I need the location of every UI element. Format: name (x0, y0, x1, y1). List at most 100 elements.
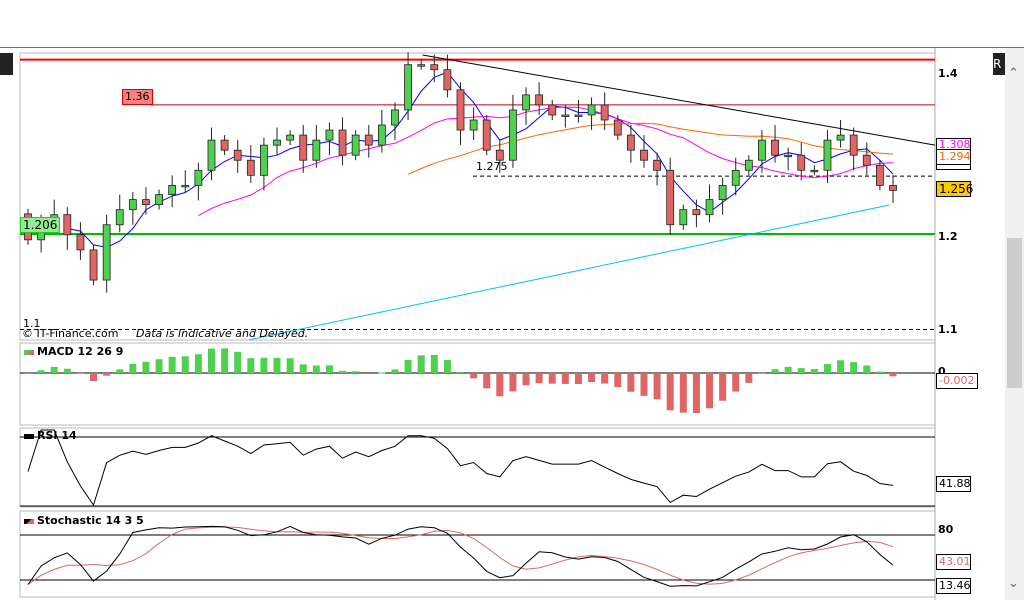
disclaimer: Data is Indicative and Delayed. (136, 327, 309, 340)
macd-bar (129, 363, 137, 373)
stoch-k-line (27, 525, 894, 587)
macd-bar (142, 361, 150, 373)
panel-frame-1 (19, 342, 936, 426)
macd-bar (470, 373, 478, 379)
stoch-k-value: 13.46 (936, 578, 971, 594)
macd-value: -0.002 (936, 373, 978, 389)
macd-bar (286, 358, 294, 373)
macd-bar (679, 373, 687, 413)
candle-body (102, 224, 111, 281)
macd-bar (37, 370, 45, 373)
vertical-scrollbar[interactable]: ⌃ ⌄ (1005, 48, 1024, 600)
candle-body (286, 134, 295, 141)
macd-bar (496, 373, 504, 397)
macd-bar (483, 373, 491, 389)
macd-bar (221, 348, 229, 373)
scroll-up-icon[interactable]: ⌃ (1008, 66, 1019, 81)
macd-bar (457, 371, 464, 373)
macd-bar (640, 373, 648, 396)
axis-tick-1-4: 1.4 (938, 67, 958, 80)
candle-body (482, 119, 491, 151)
candle-body (89, 249, 98, 281)
macd-bar (889, 373, 897, 377)
candle-body (364, 134, 373, 146)
copyright: © IT-Finance.com (22, 327, 119, 340)
macd-bar (24, 373, 32, 374)
candle-body (443, 69, 452, 91)
candle-body (679, 209, 688, 226)
candle-body (613, 119, 622, 136)
macd-bar (837, 360, 845, 373)
macd-bar (155, 359, 163, 373)
trendline-0 (422, 54, 936, 146)
ma-mid-value: 1.308 (936, 138, 971, 150)
candle-body (758, 139, 766, 161)
candle-body (495, 149, 504, 161)
level-label-1-275: 1.275 (476, 160, 508, 173)
candle-body (849, 134, 858, 156)
candle-body (207, 139, 216, 171)
macd-bar (50, 366, 58, 373)
candle-body (417, 64, 426, 67)
candle-body (181, 184, 190, 188)
candle-body (626, 134, 635, 151)
macd-bar (601, 373, 609, 384)
candle-body (535, 94, 544, 106)
macd-bar (312, 365, 320, 373)
moving-average-1 (198, 106, 894, 217)
macd-bar (378, 372, 386, 374)
macd-bar (116, 369, 124, 373)
candle-body (875, 164, 884, 186)
candle-body (246, 159, 255, 176)
scrollbar-thumb[interactable] (1007, 238, 1022, 388)
empty-value-box (936, 164, 971, 170)
macd-bar (76, 372, 84, 374)
candle-body (404, 64, 412, 111)
rsi-title: RSI 14 (24, 429, 77, 442)
macd-bar (234, 351, 242, 373)
macd-bar (325, 365, 333, 373)
candle-body (600, 104, 609, 121)
macd-bar (352, 371, 360, 373)
candle-body (509, 109, 517, 161)
macd-bar (850, 362, 858, 373)
macd-bar (273, 357, 281, 373)
candle-body (142, 199, 150, 206)
candle-body (76, 234, 85, 251)
top-bar (0, 0, 1024, 48)
candle-body (771, 139, 779, 156)
left-strip (0, 53, 13, 75)
trendline-1 (248, 204, 890, 341)
scroll-down-icon[interactable]: ⌄ (1008, 576, 1019, 591)
moving-average-0 (67, 71, 894, 248)
macd-bar (692, 373, 700, 413)
macd-bar (181, 356, 189, 373)
candle-body (128, 199, 137, 211)
candle-body (731, 169, 740, 186)
macd-bar (535, 373, 543, 384)
macd-bar (522, 373, 530, 386)
macd-bar (876, 371, 884, 373)
macd-bar (260, 357, 268, 373)
macd-title-text: MACD 12 26 9 (37, 345, 124, 358)
candle-body (115, 209, 124, 226)
macd-bar (561, 373, 569, 384)
candle-body (705, 199, 714, 216)
candle-body (797, 154, 806, 171)
candle-body (561, 114, 570, 117)
candle-body (889, 184, 897, 191)
candle-body (522, 94, 530, 111)
candle-body (273, 139, 281, 146)
macd-bar (732, 373, 740, 392)
macd-bar (548, 373, 556, 384)
macd-bar (653, 373, 661, 400)
macd-bar (194, 354, 202, 373)
corner-button[interactable]: R (993, 53, 1007, 75)
candle-body (640, 149, 648, 161)
candle-body (299, 134, 308, 161)
macd-bar (443, 360, 451, 373)
macd-bar (719, 373, 727, 401)
panel-frame-2 (19, 427, 936, 508)
macd-bar (588, 373, 596, 383)
macd-bar (207, 348, 215, 373)
